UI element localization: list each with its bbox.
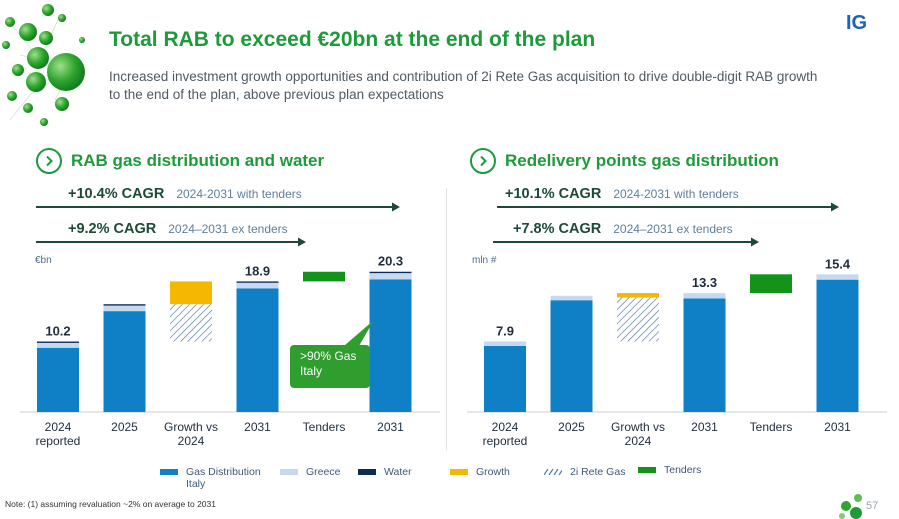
right-cagr1-arrow bbox=[497, 202, 839, 212]
legend-swatch bbox=[450, 469, 468, 475]
x-tick-label: Tenders bbox=[750, 420, 793, 434]
legend-swatch bbox=[280, 469, 298, 475]
legend-greece: Greece bbox=[280, 466, 340, 478]
chevron-right-icon bbox=[36, 148, 62, 174]
x-tick-label: 2024 bbox=[625, 434, 652, 448]
left-cagr-with-tenders: +10.4% CAGR 2024-2031 with tenders bbox=[68, 185, 302, 203]
left-cagr1-value: +10.4% CAGR bbox=[68, 186, 165, 202]
bar-segment-gas bbox=[369, 279, 412, 412]
bar-segment-rete bbox=[617, 297, 659, 342]
x-tick-label: Growth vs bbox=[164, 420, 218, 434]
legend-gas: Gas Distribution Italy bbox=[160, 466, 270, 490]
left-section-header: RAB gas distribution and water bbox=[36, 148, 324, 174]
x-tick-label: 2024 bbox=[178, 434, 205, 448]
bar-total-label: 10.2 bbox=[45, 324, 70, 339]
x-tick-label: 2024 bbox=[492, 420, 519, 434]
right-section-title: Redelivery points gas distribution bbox=[505, 151, 779, 170]
bar-segment-gas bbox=[550, 300, 593, 412]
right-cagr1-value: +10.1% CAGR bbox=[505, 186, 602, 202]
bar-segment-rete bbox=[170, 304, 212, 342]
bar-segment-water bbox=[103, 304, 146, 306]
section-divider bbox=[446, 188, 447, 450]
bar-segment-gas bbox=[816, 279, 859, 412]
bar-total-label: 15.4 bbox=[825, 256, 851, 271]
bar-segment-gas bbox=[484, 345, 526, 412]
logo-text: IG bbox=[846, 12, 867, 32]
right-cagr2-value: +7.8% CAGR bbox=[513, 221, 602, 237]
bar-segment-gas bbox=[236, 288, 279, 412]
bar-total-label: 7.9 bbox=[496, 323, 514, 338]
x-tick-label: 2024 bbox=[45, 420, 72, 434]
right-cagr2-arrow bbox=[493, 237, 759, 247]
right-section-header: Redelivery points gas distribution bbox=[470, 148, 779, 174]
left-cagr-ex-tenders: +9.2% CAGR 2024–2031 ex tenders bbox=[68, 220, 288, 238]
legend-rete: 2i Rete Gas bbox=[544, 466, 625, 478]
x-tick-label: Tenders bbox=[303, 420, 346, 434]
left-section-title: RAB gas distribution and water bbox=[71, 151, 325, 170]
page-subtitle: Increased investment growth opportunitie… bbox=[109, 69, 818, 102]
right-cagr2-note: 2024–2031 ex tenders bbox=[613, 222, 733, 236]
x-tick-label: 2031 bbox=[377, 420, 404, 434]
left-cagr1-arrow bbox=[36, 202, 400, 212]
bar-segment-water bbox=[37, 341, 79, 343]
x-tick-label: 2031 bbox=[691, 420, 718, 434]
legend-growth: Growth bbox=[450, 466, 510, 478]
bar-segment-greece bbox=[484, 341, 526, 346]
x-tick-label: 2025 bbox=[111, 420, 138, 434]
decorative-bubbles bbox=[2, 4, 85, 126]
chevron-right-icon bbox=[470, 148, 496, 174]
x-tick-label: 2025 bbox=[558, 420, 585, 434]
bar-segment-greece bbox=[369, 273, 412, 280]
gas-italy-callout: >90% Gas Italy bbox=[290, 345, 370, 388]
company-logo: IG bbox=[846, 12, 867, 32]
chart-legend: Gas Distribution Italy Greece Water Grow… bbox=[0, 464, 899, 490]
bar-segment-water bbox=[369, 271, 412, 274]
footnote: Note: (1) assuming revaluation ~2% on av… bbox=[5, 499, 216, 509]
bar-segment-growth bbox=[617, 293, 659, 298]
bar-segment-greece bbox=[683, 293, 726, 299]
bar-segment-tenders bbox=[303, 271, 345, 282]
legend-swatch bbox=[638, 467, 656, 473]
bar-total-label: 20.3 bbox=[378, 254, 403, 269]
x-tick-label: 2031 bbox=[824, 420, 851, 434]
bar-segment-greece bbox=[550, 295, 593, 301]
bar-total-label: 13.3 bbox=[692, 275, 717, 290]
bar-segment-tenders bbox=[750, 274, 792, 294]
bar-segment-greece bbox=[236, 282, 279, 289]
bar-segment-growth bbox=[170, 281, 212, 305]
legend-tenders: Tenders bbox=[638, 464, 701, 476]
bar-total-label: 18.9 bbox=[245, 263, 270, 278]
x-tick-label: reported bbox=[483, 434, 528, 448]
bar-segment-water bbox=[236, 281, 279, 283]
bar-segment-gas bbox=[683, 298, 726, 412]
left-cagr2-arrow bbox=[36, 237, 306, 247]
x-tick-label: 2031 bbox=[244, 420, 271, 434]
page-number: 57 bbox=[866, 500, 879, 512]
left-cagr1-note: 2024-2031 with tenders bbox=[176, 187, 302, 201]
legend-swatch bbox=[358, 469, 376, 475]
x-tick-label: reported bbox=[36, 434, 81, 448]
legend-water: Water bbox=[358, 466, 412, 478]
right-unit-label: mln # bbox=[472, 255, 497, 266]
left-cagr2-note: 2024–2031 ex tenders bbox=[168, 222, 288, 236]
page-title: Total RAB to exceed €20bn at the end of … bbox=[109, 28, 596, 51]
bar-segment-gas bbox=[103, 311, 146, 412]
right-cagr1-note: 2024-2031 with tenders bbox=[613, 187, 739, 201]
bar-segment-greece bbox=[37, 342, 79, 348]
decorative-bubbles-corner bbox=[839, 494, 862, 519]
hatch-swatch bbox=[544, 469, 562, 475]
bar-segment-greece bbox=[103, 305, 146, 312]
bar-segment-greece bbox=[816, 274, 859, 280]
left-cagr2-value: +9.2% CAGR bbox=[68, 221, 157, 237]
left-unit-label: €bn bbox=[35, 255, 52, 266]
right-cagr-with-tenders: +10.1% CAGR 2024-2031 with tenders bbox=[505, 185, 739, 203]
right-cagr-ex-tenders: +7.8% CAGR 2024–2031 ex tenders bbox=[513, 220, 733, 238]
x-tick-label: Growth vs bbox=[611, 420, 665, 434]
bar-segment-gas bbox=[37, 347, 79, 412]
legend-swatch bbox=[160, 469, 178, 475]
